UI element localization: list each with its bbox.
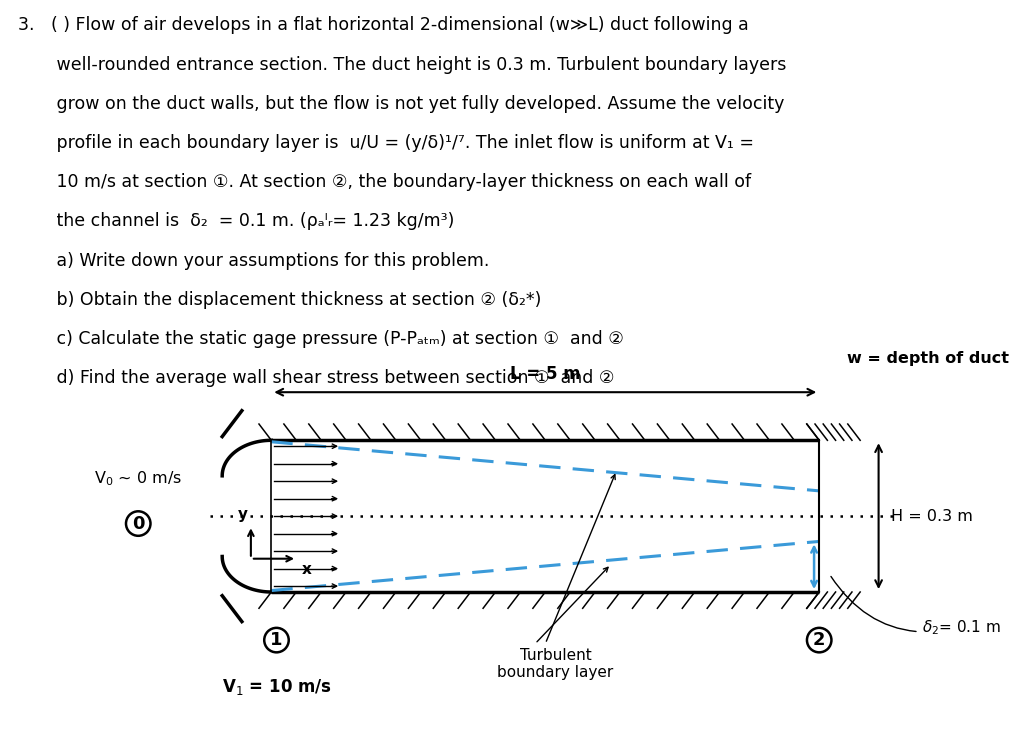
Text: 2: 2 bbox=[813, 631, 825, 649]
Text: Turbulent
boundary layer: Turbulent boundary layer bbox=[498, 648, 613, 680]
Text: a) Write down your assumptions for this problem.: a) Write down your assumptions for this … bbox=[18, 252, 489, 269]
Text: b) Obtain the displacement thickness at section ② (δ₂*): b) Obtain the displacement thickness at … bbox=[18, 291, 542, 309]
Text: 1: 1 bbox=[270, 631, 283, 649]
Text: 10 m/s at section ①. At section ②, the boundary-layer thickness on each wall of: 10 m/s at section ①. At section ②, the b… bbox=[18, 173, 752, 191]
Text: profile in each boundary layer is  u/U = (y/δ)¹/⁷. The inlet flow is uniform at : profile in each boundary layer is u/U = … bbox=[18, 134, 755, 152]
Text: 3.   ( ) Flow of air develops in a flat horizontal 2-dimensional (w≫L) duct foll: 3. ( ) Flow of air develops in a flat ho… bbox=[18, 16, 750, 34]
Text: y: y bbox=[238, 507, 248, 522]
Text: c) Calculate the static gage pressure (P-Pₐₜₘ) at section ①  and ②: c) Calculate the static gage pressure (P… bbox=[18, 330, 625, 348]
Text: d) Find the average wall shear stress between section ①  and ②: d) Find the average wall shear stress be… bbox=[18, 369, 615, 387]
Text: V$_1$ = 10 m/s: V$_1$ = 10 m/s bbox=[221, 677, 332, 697]
Text: V$_0$ ~ 0 m/s: V$_0$ ~ 0 m/s bbox=[94, 470, 182, 488]
Text: $\delta_2$= 0.1 m: $\delta_2$= 0.1 m bbox=[830, 576, 1000, 637]
Text: L = 5 m: L = 5 m bbox=[510, 366, 581, 383]
Text: x: x bbox=[302, 562, 312, 577]
Text: H = 0.3 m: H = 0.3 m bbox=[891, 508, 973, 524]
Text: grow on the duct walls, but the flow is not yet fully developed. Assume the velo: grow on the duct walls, but the flow is … bbox=[18, 95, 784, 112]
Text: the channel is  δ₂  = 0.1 m. (ρₐᴵᵣ= 1.23 kg/m³): the channel is δ₂ = 0.1 m. (ρₐᴵᵣ= 1.23 k… bbox=[18, 212, 455, 230]
Text: well-rounded entrance section. The duct height is 0.3 m. Turbulent boundary laye: well-rounded entrance section. The duct … bbox=[18, 56, 786, 73]
Text: w = depth of duct: w = depth of duct bbox=[847, 352, 1009, 366]
Text: 0: 0 bbox=[132, 514, 144, 533]
